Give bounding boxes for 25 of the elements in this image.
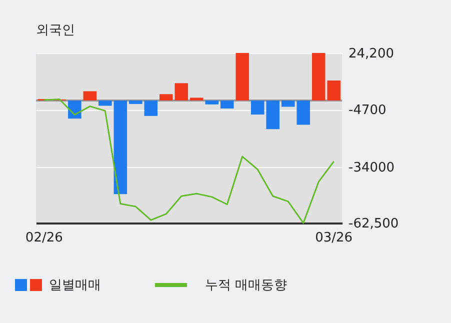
bar [129,100,142,104]
y-tick-label: -34000 [348,160,395,176]
bar [281,100,295,107]
y-tick-label: -62,500 [348,216,399,232]
legend-label: 누적 매매동향 [205,277,288,294]
x-tick-label: 02/26 [25,230,63,246]
y-tick-label: -4700 [348,103,386,118]
bar [312,53,326,100]
bar [114,100,128,194]
chart-title: 외국인 [36,23,75,38]
bar [98,100,112,106]
bar [205,100,218,104]
x-tick-label: 03/26 [315,230,353,246]
bar [144,100,158,116]
bar [236,53,249,100]
bar [83,91,97,100]
bar [220,100,234,108]
bar [250,100,264,115]
line-series [43,98,335,224]
bar [266,100,280,130]
y-tick-label: 24,200 [348,46,394,62]
bar [327,80,340,100]
legend-label: 일별매매 [49,277,101,294]
bar [190,98,204,100]
bar [296,100,310,125]
